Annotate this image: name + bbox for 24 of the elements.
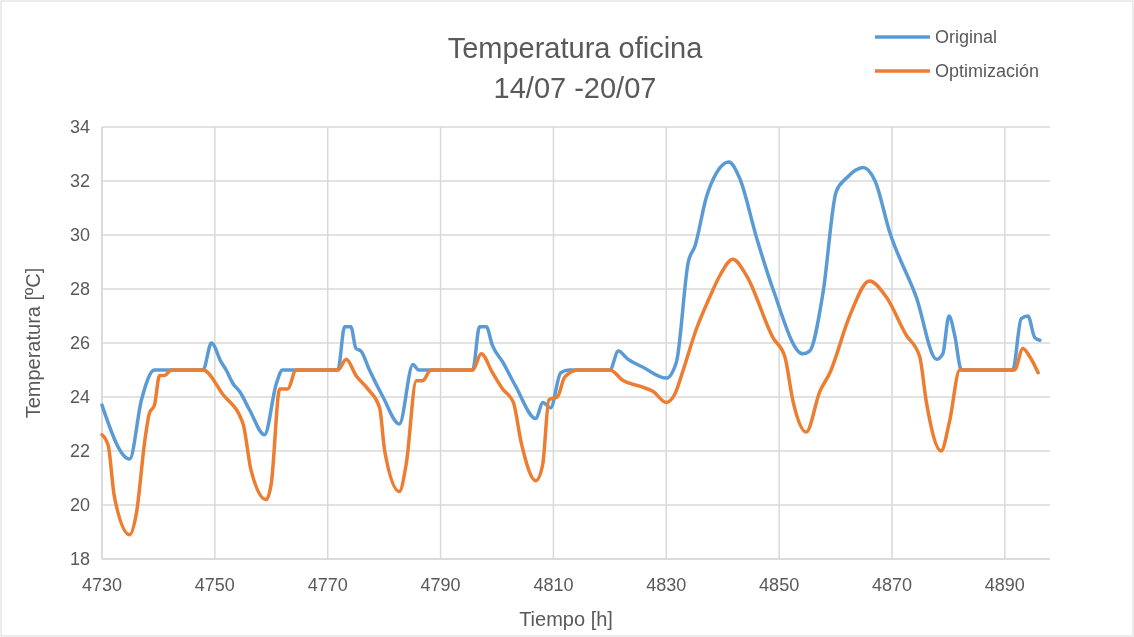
y-tick-label: 28 — [69, 279, 90, 300]
y-tick-label: 34 — [69, 117, 90, 138]
chart-title: Temperatura oficina 14/07 -20/07 — [447, 32, 704, 104]
x-tick-label: 4730 — [81, 575, 123, 595]
x-tick-label: 4770 — [307, 575, 348, 595]
legend-label: Original — [935, 27, 998, 48]
x-tick-label: 4790 — [420, 575, 461, 595]
x-tick-label: 4830 — [646, 575, 687, 595]
x-axis-title: Tiempo [h] — [519, 608, 613, 630]
y-tick-label: 22 — [69, 441, 90, 462]
y-tick-label: 32 — [69, 171, 90, 192]
x-tick-label: 4750 — [194, 575, 235, 595]
y-axis-title: Temperatura [ºC] — [22, 267, 44, 419]
x-tick-label: 4890 — [984, 575, 1025, 595]
legend-label: Optimización — [935, 61, 1040, 82]
x-tick-label: 4870 — [871, 575, 913, 595]
y-tick-label: 30 — [69, 225, 90, 246]
y-tick-label: 24 — [69, 387, 90, 408]
y-tick-label: 26 — [69, 333, 90, 354]
x-tick-label: 4810 — [533, 575, 574, 595]
line-series — [100, 257, 1040, 537]
y-tick-label: 20 — [69, 495, 90, 516]
x-tick-label: 4850 — [759, 575, 800, 595]
y-tick-label: 18 — [69, 549, 90, 570]
